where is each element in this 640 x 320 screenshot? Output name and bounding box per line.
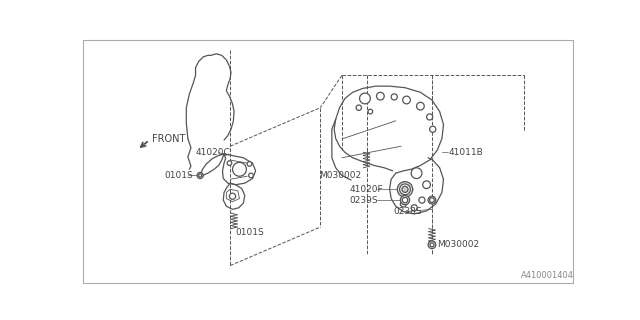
Circle shape: [419, 197, 425, 203]
Circle shape: [429, 126, 436, 132]
Circle shape: [422, 181, 431, 188]
Circle shape: [399, 184, 410, 195]
Circle shape: [403, 96, 410, 104]
Text: M030002: M030002: [319, 171, 361, 180]
Text: 41020F: 41020F: [349, 185, 383, 194]
Circle shape: [227, 161, 232, 165]
Text: 41011B: 41011B: [448, 148, 483, 157]
Circle shape: [198, 174, 202, 177]
Circle shape: [232, 162, 246, 176]
Circle shape: [417, 102, 424, 110]
Circle shape: [249, 173, 253, 178]
Text: 0101S: 0101S: [164, 171, 193, 180]
Circle shape: [411, 168, 422, 179]
Text: 0238S: 0238S: [394, 207, 422, 216]
Circle shape: [429, 198, 435, 203]
Circle shape: [428, 196, 436, 204]
Circle shape: [401, 201, 406, 207]
Circle shape: [360, 93, 371, 104]
Circle shape: [397, 182, 413, 197]
Text: A410001404: A410001404: [520, 271, 573, 280]
Text: 0101S: 0101S: [236, 228, 264, 237]
Circle shape: [376, 92, 384, 100]
Circle shape: [391, 94, 397, 100]
Circle shape: [403, 197, 408, 203]
Circle shape: [356, 105, 362, 110]
Circle shape: [247, 162, 252, 166]
Circle shape: [197, 172, 204, 179]
Text: 41020C: 41020C: [196, 148, 230, 157]
Circle shape: [401, 196, 410, 205]
Text: FRONT: FRONT: [152, 134, 186, 144]
Text: M030002: M030002: [437, 240, 479, 249]
Circle shape: [428, 241, 436, 249]
Circle shape: [230, 193, 236, 199]
Circle shape: [368, 109, 372, 114]
Circle shape: [402, 186, 408, 192]
Circle shape: [411, 205, 417, 211]
Circle shape: [427, 114, 433, 120]
Text: 0239S: 0239S: [349, 196, 378, 204]
Circle shape: [430, 243, 434, 247]
